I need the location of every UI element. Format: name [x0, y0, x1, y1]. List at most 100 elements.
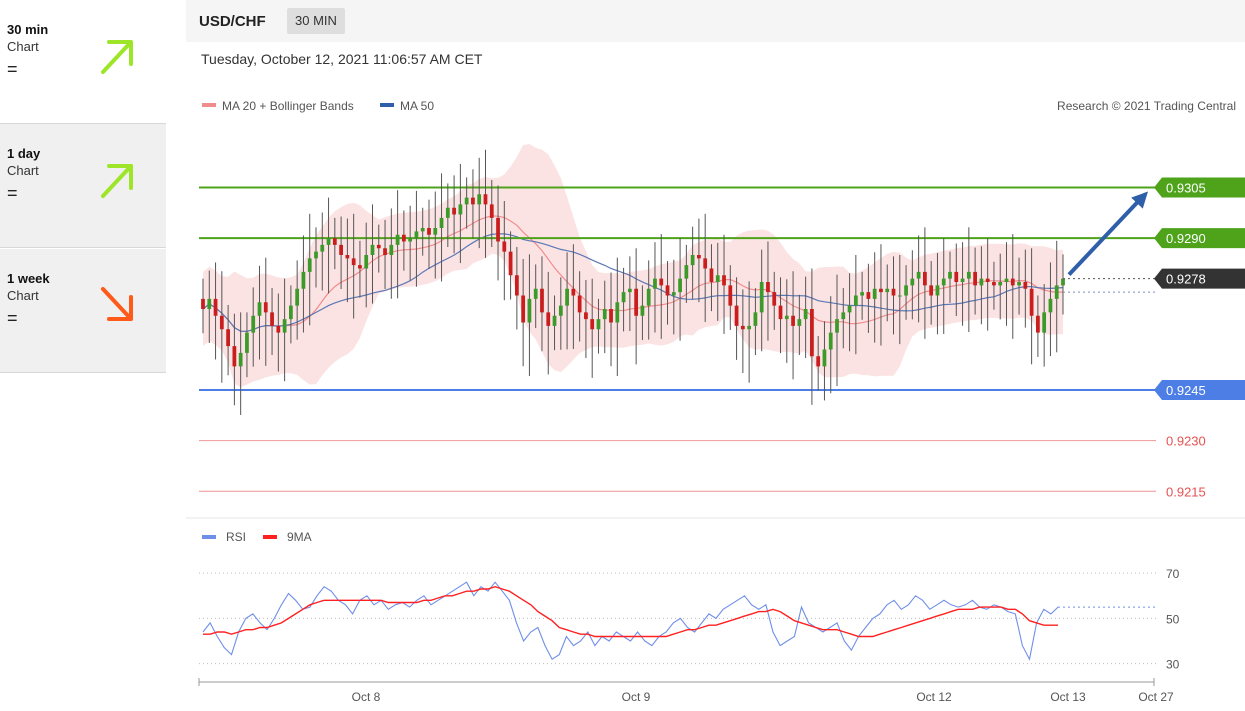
candle-body: [276, 325, 281, 333]
candle-body: [640, 305, 645, 316]
timeframe-eq: =: [7, 308, 18, 328]
main-legend: MA 20 + Bollinger Bands MA 50 Research ©…: [202, 99, 1236, 113]
arrow-down-right-icon: [101, 287, 133, 321]
forecast-arrow: [1067, 191, 1148, 276]
candle-body: [301, 271, 306, 289]
arrow-up-right-icon: [101, 40, 133, 74]
candle-body: [1004, 278, 1009, 282]
rsi-tick-label: 30: [1166, 658, 1180, 672]
divider: [0, 372, 166, 373]
candle-body: [383, 248, 387, 255]
candle-body: [759, 282, 764, 313]
support-label: 0.9215: [1166, 484, 1206, 499]
candle-body: [602, 309, 607, 320]
candle-body: [351, 258, 356, 266]
candle-body: [401, 234, 406, 242]
candle-body: [408, 238, 413, 242]
bollinger-bands: [203, 144, 1063, 388]
x-tick-label: Oct 9: [622, 690, 651, 704]
candle-body: [753, 312, 758, 326]
candle-body: [879, 288, 883, 293]
candle-body: [508, 251, 513, 276]
candle-body: [609, 309, 613, 323]
candle-body: [1010, 278, 1015, 286]
candle-body: [966, 271, 971, 279]
candle-body: [339, 244, 343, 255]
timeframe-eq: =: [7, 59, 18, 79]
candle-body: [552, 315, 557, 326]
candle-body: [728, 285, 733, 306]
candle-body: [395, 234, 400, 245]
candle-body: [521, 295, 526, 323]
timeframe-1week[interactable]: 1 week Chart =: [0, 249, 166, 373]
timeframe-sub: Chart: [7, 39, 39, 54]
candle-body: [270, 312, 274, 326]
timeframe-1day[interactable]: 1 day Chart =: [0, 124, 166, 248]
candle-body: [929, 285, 934, 296]
candle-body: [238, 352, 243, 367]
rsi-line: [202, 581, 1059, 661]
candle-body: [314, 251, 318, 259]
timeframe-label: 1 week: [7, 271, 50, 286]
candle-body: [370, 244, 375, 255]
ma9-line: [203, 585, 1058, 638]
candle-body: [985, 278, 990, 282]
candle-body: [590, 319, 595, 330]
candle-body: [992, 282, 996, 286]
ma50-legend: MA 50: [400, 99, 434, 113]
candle-body: [414, 231, 419, 239]
ma50-swatch: [380, 103, 394, 107]
candle-body: [703, 258, 708, 269]
timeframe-label: 30 min: [7, 22, 49, 37]
candle-body: [697, 255, 701, 259]
candle-body: [464, 197, 469, 205]
resistance-tag: [1154, 228, 1245, 249]
ma9-swatch: [263, 535, 277, 539]
candle-body: [766, 282, 770, 293]
rsi-tick-label: 50: [1166, 612, 1180, 626]
timeframe-30min[interactable]: 30 min Chart =: [0, 0, 166, 124]
candle-body: [935, 285, 940, 296]
candle-body: [941, 278, 946, 286]
current-price-tag: [1154, 268, 1245, 289]
ma50-line: [202, 233, 1064, 333]
candle-body: [514, 275, 519, 296]
candle-body: [772, 292, 777, 306]
candle-body: [822, 349, 827, 367]
candle-body: [621, 292, 626, 303]
candle-body: [791, 315, 795, 326]
candle-body: [1042, 312, 1047, 333]
candle-body: [489, 204, 494, 218]
candle-body: [828, 332, 833, 350]
candle-body: [245, 332, 249, 353]
candle-body: [1054, 285, 1059, 299]
candle-body: [904, 285, 908, 296]
candle-body: [847, 305, 852, 313]
timeframe-sub: Chart: [7, 163, 39, 178]
ma9-legend-label: 9MA: [287, 530, 312, 544]
candle-body: [816, 356, 821, 367]
candle-body: [496, 217, 500, 242]
candle-body: [747, 325, 752, 330]
candle-body: [477, 194, 482, 205]
interval-badge[interactable]: 30 MIN: [287, 8, 345, 34]
candle-body: [577, 295, 582, 313]
candle-body: [558, 305, 563, 316]
candle-body: [740, 325, 745, 330]
candle-body: [358, 265, 362, 269]
candle-body: [860, 292, 865, 296]
candle-body: [226, 329, 230, 347]
candle-body: [910, 278, 915, 286]
candle-body: [998, 282, 1003, 286]
symbol-title: USD/CHF: [199, 13, 266, 30]
candle-body: [634, 288, 639, 316]
candle-body: [646, 288, 651, 306]
candle-body: [979, 278, 984, 286]
support-label: 0.9230: [1166, 434, 1206, 449]
candle-body: [219, 315, 224, 330]
divider: [0, 123, 166, 124]
candle-body: [584, 312, 588, 320]
candle-body: [665, 285, 670, 296]
candle-body: [458, 204, 463, 215]
pivot-tag: [1154, 380, 1245, 400]
